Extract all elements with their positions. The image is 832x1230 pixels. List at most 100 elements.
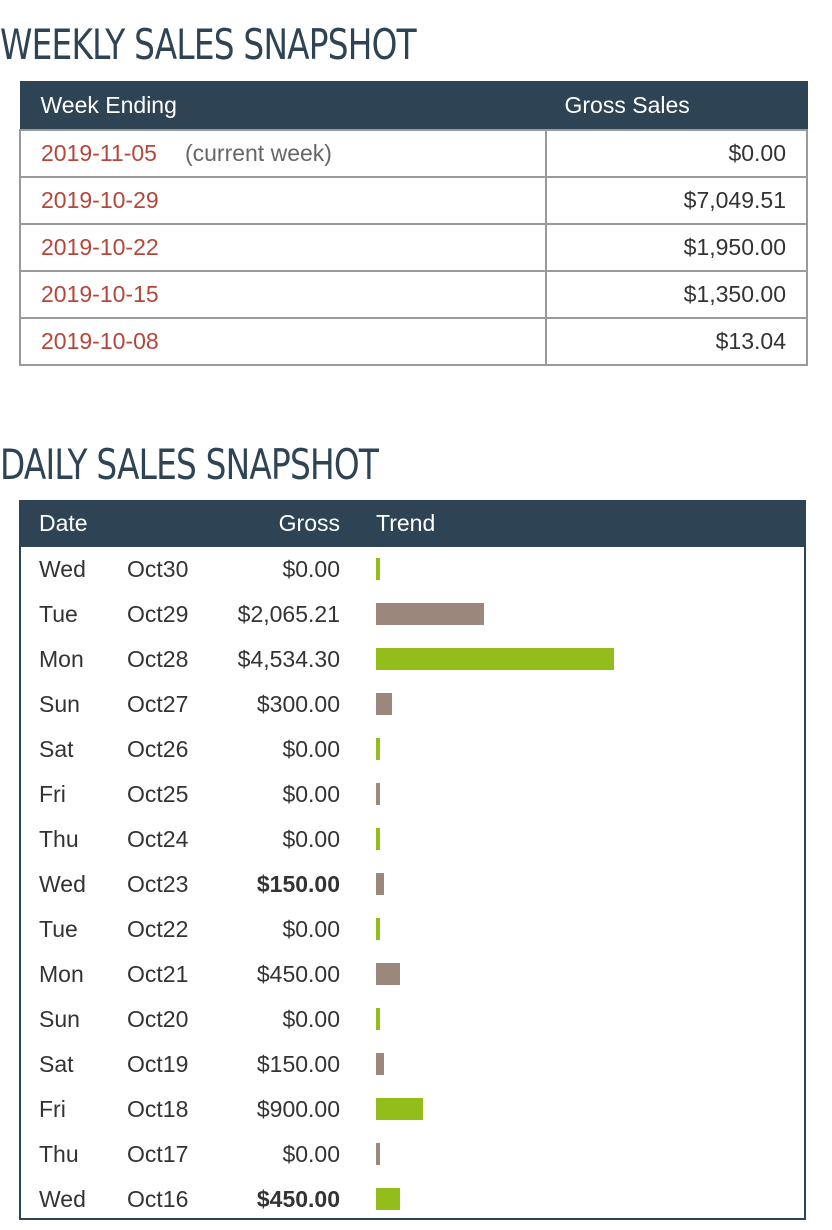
trend-bar — [376, 648, 614, 670]
trend-bar — [376, 963, 400, 985]
weekly-sales-title: WEEKLY SALES SNAPSHOT — [0, 20, 417, 69]
trend-bar — [376, 558, 380, 580]
weekday-cell: Wed — [39, 871, 86, 897]
daily-row: Mon Oct28 $4,534.30 — [21, 637, 804, 682]
date-header: Date — [39, 510, 88, 536]
week-date-link[interactable]: 2019-10-29 — [41, 187, 159, 213]
weekday-cell: Sat — [39, 1051, 74, 1077]
week-date-link[interactable]: 2019-10-22 — [41, 234, 159, 260]
daily-gross-cell: $150.00 — [256, 1051, 340, 1077]
daily-gross-cell: $450.00 — [256, 961, 340, 987]
weekly-row: 2019-10-15 $1,350.00 — [19, 270, 808, 319]
trend-bar — [376, 603, 484, 625]
daily-gross-cell: $0.00 — [282, 826, 340, 852]
month-day-cell: Oct29 — [127, 601, 189, 627]
trend-bar — [376, 783, 380, 805]
month-day-cell: Oct23 — [127, 871, 189, 897]
week-ending-cell: 2019-10-29 — [19, 176, 547, 225]
trend-bar — [376, 738, 380, 760]
week-ending-cell: 2019-10-08 — [19, 317, 547, 366]
month-day-cell: Oct25 — [127, 781, 189, 807]
gross-sales-cell: $1,350.00 — [545, 270, 808, 319]
week-ending-cell: 2019-11-05 (current week) — [19, 129, 547, 178]
month-day-cell: Oct30 — [127, 556, 189, 582]
daily-sales-title: DAILY SALES SNAPSHOT — [0, 440, 379, 489]
week-date-link[interactable]: 2019-11-05 — [41, 140, 157, 166]
week-ending-cell: 2019-10-22 — [19, 223, 547, 272]
daily-sales-table: Date Gross Trend Wed Oct30 $0.00 Tue Oct29 $2… — [19, 500, 806, 1220]
gross-sales-cell: $13.04 — [545, 317, 808, 366]
daily-gross-cell: $2,065.21 — [237, 601, 340, 627]
weekday-cell: Sun — [39, 1006, 80, 1032]
month-day-cell: Oct27 — [127, 691, 189, 717]
gross-sales-cell: $7,049.51 — [545, 176, 808, 225]
weekday-cell: Wed — [39, 556, 86, 582]
weekday-cell: Tue — [39, 916, 78, 942]
current-week-note: (current week) — [184, 140, 332, 166]
month-day-cell: Oct28 — [127, 646, 189, 672]
trend-bar — [376, 1098, 423, 1120]
daily-gross-cell: $0.00 — [282, 736, 340, 762]
month-day-cell: Oct24 — [127, 826, 189, 852]
daily-gross-cell: $0.00 — [282, 556, 340, 582]
weekly-row: 2019-10-29 $7,049.51 — [19, 176, 808, 225]
weekday-cell: Thu — [39, 1141, 79, 1167]
daily-row: Thu Oct17 $0.00 — [21, 1132, 804, 1177]
daily-gross-cell: $4,534.30 — [237, 646, 340, 672]
month-day-cell: Oct17 — [127, 1141, 189, 1167]
trend-header: Trend — [376, 510, 436, 536]
week-ending-cell: 2019-10-15 — [19, 270, 547, 319]
week-date-link[interactable]: 2019-10-15 — [41, 281, 159, 307]
weekly-row: 2019-11-05 (current week) $0.00 — [19, 129, 808, 178]
gross-sales-cell: $1,950.00 — [545, 223, 808, 272]
daily-gross-cell: $900.00 — [256, 1096, 340, 1122]
month-day-cell: Oct18 — [127, 1096, 189, 1122]
daily-row: Sat Oct26 $0.00 — [21, 727, 804, 772]
daily-gross-cell: $0.00 — [282, 1141, 340, 1167]
daily-row: Wed Oct16 $450.00 — [21, 1177, 804, 1222]
weekday-cell: Mon — [39, 646, 84, 672]
weekday-cell: Sun — [39, 691, 80, 717]
weekday-cell: Tue — [39, 601, 78, 627]
daily-row: Fri Oct25 $0.00 — [21, 772, 804, 817]
daily-rows: Wed Oct30 $0.00 Tue Oct29 $2,065.21 Mon Oct28 $4… — [21, 547, 804, 1222]
trend-bar — [376, 1143, 380, 1165]
week-ending-header: Week Ending — [19, 81, 547, 131]
weekday-cell: Wed — [39, 1186, 86, 1212]
trend-bar — [376, 1053, 384, 1075]
weekly-header-row: Week Ending Gross Sales — [19, 81, 808, 131]
daily-row: Wed Oct30 $0.00 — [21, 547, 804, 592]
daily-row: Fri Oct18 $900.00 — [21, 1087, 804, 1132]
trend-bar — [376, 918, 380, 940]
weekday-cell: Mon — [39, 961, 84, 987]
weekly-row: 2019-10-08 $13.04 — [19, 317, 808, 366]
weekly-sales-table: Week Ending Gross Sales 2019-11-05 (curre… — [19, 81, 808, 366]
trend-bar — [376, 828, 380, 850]
daily-row: Sun Oct20 $0.00 — [21, 997, 804, 1042]
gross-header: Gross — [278, 510, 340, 536]
month-day-cell: Oct20 — [127, 1006, 189, 1032]
daily-gross-cell: $450.00 — [256, 1186, 340, 1212]
weekday-cell: Fri — [39, 1096, 66, 1122]
daily-gross-cell: $0.00 — [282, 781, 340, 807]
trend-bar — [376, 873, 384, 895]
gross-sales-cell: $0.00 — [545, 129, 808, 178]
daily-gross-cell: $0.00 — [282, 1006, 340, 1032]
gross-sales-header: Gross Sales — [545, 81, 808, 131]
daily-row: Tue Oct22 $0.00 — [21, 907, 804, 952]
daily-row: Thu Oct24 $0.00 — [21, 817, 804, 862]
daily-gross-cell: $150.00 — [256, 871, 340, 897]
daily-header-row: Date Gross Trend — [19, 500, 806, 547]
month-day-cell: Oct26 — [127, 736, 189, 762]
month-day-cell: Oct22 — [127, 916, 189, 942]
weekly-row: 2019-10-22 $1,950.00 — [19, 223, 808, 272]
trend-bar — [376, 1188, 400, 1210]
daily-row: Sun Oct27 $300.00 — [21, 682, 804, 727]
weekday-cell: Thu — [39, 826, 79, 852]
daily-row: Mon Oct21 $450.00 — [21, 952, 804, 997]
daily-row: Wed Oct23 $150.00 — [21, 862, 804, 907]
week-date-link[interactable]: 2019-10-08 — [41, 328, 159, 354]
weekday-cell: Sat — [39, 736, 74, 762]
month-day-cell: Oct16 — [127, 1186, 189, 1212]
weekday-cell: Fri — [39, 781, 66, 807]
